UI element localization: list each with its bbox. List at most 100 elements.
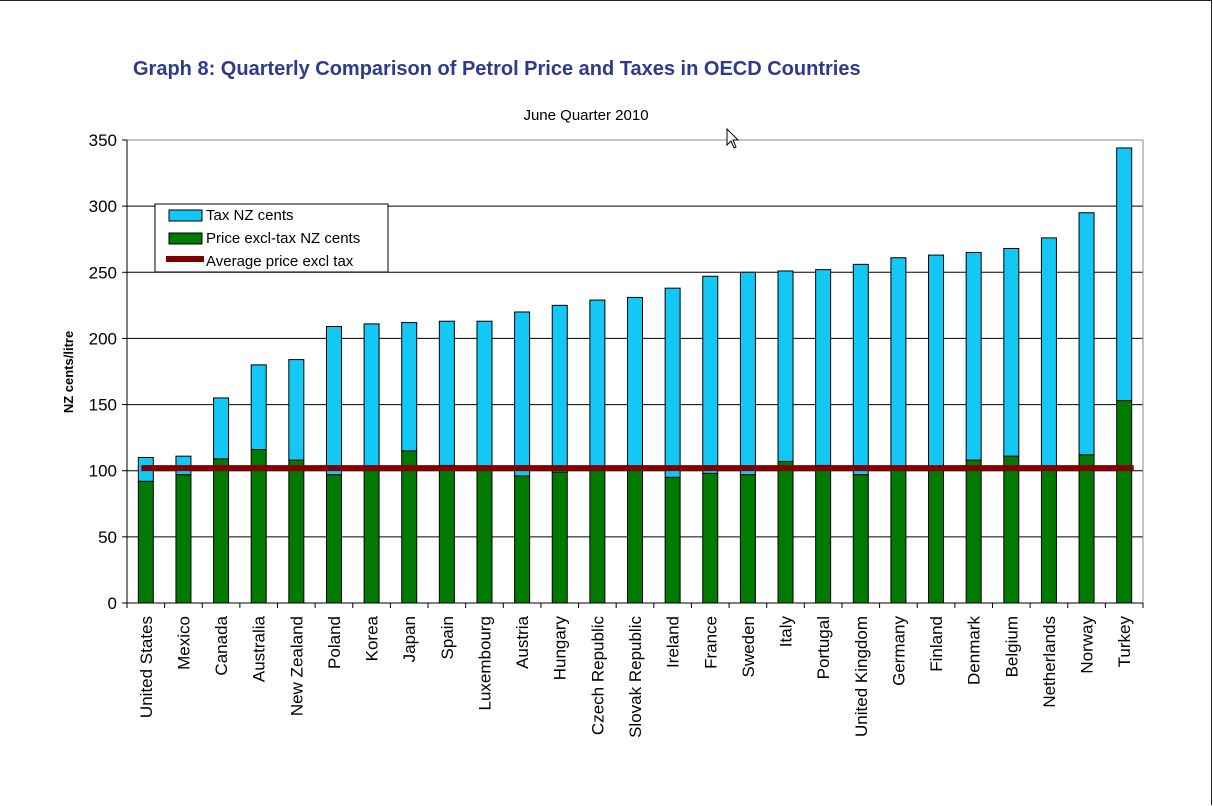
bar-tax <box>777 270 794 462</box>
x-tick-label: Belgium <box>1002 616 1021 677</box>
x-tick-label: Czech Republic <box>588 616 607 736</box>
y-tick-label: 150 <box>89 396 117 415</box>
bar-price-excl-tax <box>137 480 154 604</box>
bar-tax <box>514 311 531 477</box>
bar-tax <box>627 296 643 469</box>
bar-price-excl-tax <box>1078 454 1095 604</box>
legend-label-price: Price excl-tax NZ cents <box>206 230 360 247</box>
bar-price-excl-tax <box>1040 468 1057 604</box>
x-tick-label: Poland <box>325 616 344 669</box>
bar-price-excl-tax <box>739 474 756 604</box>
x-tick-labels: United States Mexico Canada Australia New Ze… <box>137 615 1134 737</box>
bar-price-excl-tax <box>664 476 681 604</box>
x-tick-label: Norway <box>1078 616 1097 674</box>
bar-tax <box>1003 247 1020 457</box>
bar-tax <box>928 254 945 468</box>
y-tick-label: 250 <box>89 263 117 282</box>
bar-tax <box>325 326 342 476</box>
graph-title: Graph 8: Quarterly Comparison of Petrol … <box>133 58 861 80</box>
x-tick-label: Sweden <box>739 616 758 677</box>
bar-tax <box>890 257 907 468</box>
x-tick-label: Finland <box>927 616 946 672</box>
bar-price-excl-tax <box>363 468 380 604</box>
legend-label-average: Average price excl tax <box>206 253 354 270</box>
bar-tax <box>438 320 455 466</box>
bar-tax <box>213 397 230 460</box>
chart-subtitle: June Quarter 2010 <box>523 107 648 124</box>
bar-tax <box>363 323 380 470</box>
y-tick-label: 200 <box>89 329 117 348</box>
legend-label-tax: Tax NZ cents <box>206 207 294 224</box>
x-tick-label: Canada <box>212 615 231 675</box>
x-tick-label: Italy <box>777 616 796 648</box>
bar-tax <box>664 287 681 478</box>
axes <box>122 139 1144 608</box>
x-tick-label: Turkey <box>1115 616 1134 668</box>
bar-tax <box>250 364 267 451</box>
bar-price-excl-tax <box>476 467 493 604</box>
bar-price-excl-tax <box>250 449 267 604</box>
bar-price-excl-tax <box>551 471 568 604</box>
bar-price-excl-tax <box>702 472 719 604</box>
bar-price-excl-tax <box>401 450 418 604</box>
x-tick-label: Germany <box>889 616 908 686</box>
y-tick-label: 50 <box>98 528 117 547</box>
x-tick-label: Mexico <box>174 616 193 670</box>
x-tick-label: Austria <box>513 615 532 668</box>
bar-price-excl-tax <box>777 460 794 604</box>
bar-tax <box>852 263 869 476</box>
bar-price-excl-tax <box>175 474 192 604</box>
bar-tax <box>1078 212 1095 456</box>
y-tick-label: 100 <box>89 462 117 481</box>
bar-tax <box>1040 237 1057 470</box>
mouse-cursor-icon <box>726 128 740 149</box>
y-tick-labels: 0 50 100 150 200 250 300 350 <box>89 131 117 613</box>
bar-price-excl-tax <box>213 458 230 604</box>
bar-tax <box>476 320 493 469</box>
x-tick-label: Netherlands <box>1040 616 1059 708</box>
y-tick-label: 350 <box>89 131 117 150</box>
bar-price-excl-tax <box>589 468 606 604</box>
bar-tax <box>551 304 568 473</box>
x-tick-label: Denmark <box>965 616 984 685</box>
bar-price-excl-tax <box>514 475 531 604</box>
bar-tax <box>589 299 606 470</box>
x-tick-label: Korea <box>363 615 382 661</box>
x-tick-label: Spain <box>438 616 457 659</box>
bar-tax <box>401 322 418 452</box>
bar-tax <box>815 269 832 466</box>
bar-price-excl-tax <box>627 467 643 604</box>
legend: Tax NZ cents Price excl-tax NZ cents Ave… <box>154 203 389 273</box>
bar-price-excl-tax <box>438 464 455 604</box>
x-tick-label: Portugal <box>814 616 833 679</box>
bar-price-excl-tax <box>928 466 945 604</box>
bar-tax <box>965 251 982 461</box>
x-tick-label: Ireland <box>664 616 683 668</box>
bar-tax <box>702 275 719 474</box>
x-tick-label: Japan <box>400 616 419 662</box>
y-axis-label: NZ cents/litre <box>61 331 76 413</box>
bar-price-excl-tax <box>965 459 982 604</box>
bar-tax <box>1116 147 1133 402</box>
bar-price-excl-tax <box>815 464 832 604</box>
x-tick-label: United States <box>137 616 156 718</box>
legend-swatch-price <box>168 232 203 245</box>
bar-price-excl-tax <box>325 474 342 604</box>
x-tick-label: Luxembourg <box>475 616 494 711</box>
x-tick-label: Slovak Republic <box>626 616 645 738</box>
bar-price-excl-tax <box>852 474 869 604</box>
y-tick-label: 300 <box>89 197 117 216</box>
y-tick-label: 0 <box>108 594 117 613</box>
bar-price-excl-tax <box>288 459 305 604</box>
bar-tax <box>288 359 305 461</box>
x-tick-label: France <box>701 616 720 669</box>
x-tick-label: Australia <box>250 615 269 682</box>
bar-price-excl-tax <box>1003 455 1020 604</box>
legend-swatch-tax <box>168 209 203 222</box>
x-tick-label: United Kingdom <box>852 616 871 737</box>
x-tick-label: Hungary <box>551 616 570 681</box>
bar-price-excl-tax <box>1116 400 1133 604</box>
bar-tax <box>739 271 756 476</box>
